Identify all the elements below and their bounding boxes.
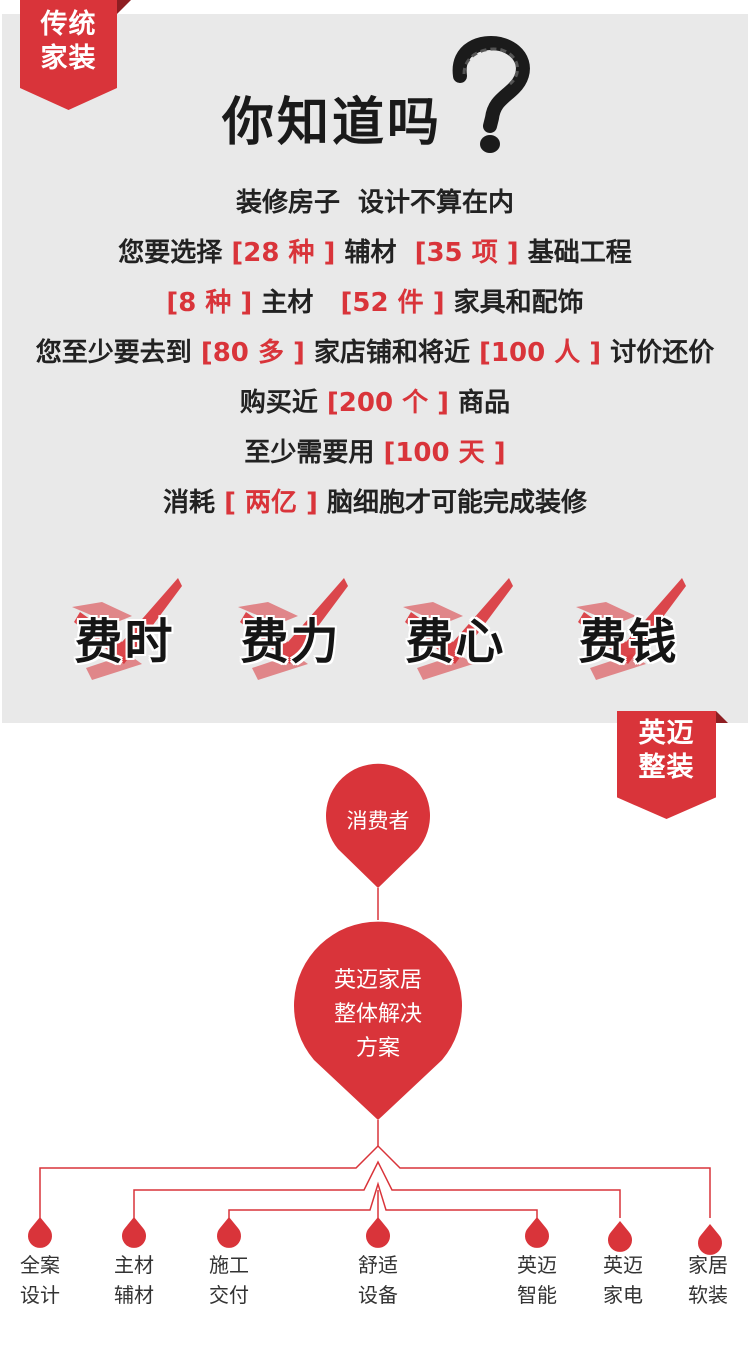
branch-design: 全案 设计 [0, 1250, 80, 1310]
ribbon-fold [716, 711, 728, 723]
stamp-word: 费心 [405, 614, 506, 670]
highlight-count: [100 人 ] [479, 338, 602, 368]
intro-text: 装修房子 设计不算在内 [235, 188, 515, 218]
branch-line: 舒适 [358, 1253, 398, 1277]
stamp-word: 费力 [240, 614, 341, 670]
intro-text: 家具和配饰 [444, 288, 584, 318]
branch-appliances: 英迈 家电 [583, 1250, 663, 1310]
ribbon-line: 英迈 [638, 718, 695, 749]
intro-lines: 装修房子 设计不算在内 您要选择 [28 种 ] 辅材 [35 项 ] 基础工程[… [0, 178, 750, 528]
traditional-ribbon: 传统 家装 [20, 0, 117, 110]
traditional-panel [2, 14, 748, 723]
branch-line: 软装 [688, 1283, 728, 1307]
intro-line: 您要选择 [28 种 ] 辅材 [35 项 ] 基础工程 [0, 228, 750, 278]
branch-line: 设备 [358, 1283, 398, 1307]
ribbon-fold [117, 0, 131, 14]
ribbon-line: 整装 [638, 752, 695, 783]
branch-materials: 主材 辅材 [94, 1250, 174, 1310]
intro-text: 脑细胞才可能完成装修 [317, 488, 587, 518]
drop-icon [365, 1217, 391, 1248]
drop-icon [122, 1217, 146, 1248]
solution-line: 整体解决 [333, 1002, 422, 1027]
drop-icon [697, 1224, 722, 1255]
solution-line: 英迈家居 [333, 968, 422, 993]
highlight-count: [100 天 ] [383, 438, 506, 468]
branch-line: 施工 [209, 1253, 249, 1277]
branch-line: 主材 [114, 1253, 154, 1277]
branch-line: 家电 [603, 1283, 643, 1307]
ribbon-line: 传统 [40, 9, 97, 40]
stamp-effort: 费力 [228, 572, 353, 687]
intro-text: 基础工程 [518, 238, 632, 268]
intro-text: 消耗 [163, 488, 225, 518]
branch-line: 辅材 [114, 1283, 154, 1307]
highlight-count: [8 种 ] [166, 288, 253, 318]
intro-text: 主材 [252, 288, 341, 318]
drop-icon [607, 1221, 632, 1252]
page-title: 你知道吗 [222, 93, 443, 153]
branch-line: 交付 [209, 1283, 249, 1307]
branch-line: 英迈 [603, 1253, 643, 1277]
branch-line: 英迈 [517, 1253, 557, 1277]
intro-line: 您至少要去到 [80 多 ] 家店铺和将近 [100 人 ] 讨价还价 [0, 328, 750, 378]
intro-line: 购买近 [200 个 ] 商品 [0, 378, 750, 428]
intro-text: 家店铺和将近 [304, 338, 479, 368]
intro-line: 装修房子 设计不算在内 [0, 178, 750, 228]
solution-label: 英迈家居 整体解决 方案 [294, 964, 462, 1066]
stamp-word: 费时 [74, 614, 175, 670]
intro-text: 辅材 [335, 238, 415, 268]
intro-text: 您至少要去到 [35, 338, 201, 368]
drop-icon [28, 1217, 52, 1248]
intro-line: 至少需要用 [100 天 ] [0, 428, 750, 478]
drop-icon [216, 1217, 241, 1248]
intro-text: 商品 [449, 388, 511, 418]
consumer-pin: 消费者 [326, 761, 430, 888]
stamp-money: 费钱 [566, 572, 691, 687]
intro-text: 讨价还价 [601, 338, 715, 368]
highlight-count: [52 件 ] [340, 288, 445, 318]
stamp-time: 费时 [62, 572, 187, 687]
highlight-count: [ 两亿 ] [224, 488, 318, 518]
stamp-word: 费钱 [578, 614, 679, 670]
stamp-heart: 费心 [393, 572, 518, 687]
question-mark-icon [442, 36, 534, 160]
highlight-count: [28 种 ] [231, 238, 336, 268]
branch-line: 全案 [20, 1253, 60, 1277]
yingmai-ribbon: 英迈 整装 [617, 711, 716, 819]
solution-line: 方案 [355, 1036, 400, 1061]
branch-equipment: 舒适 设备 [338, 1250, 418, 1310]
branch-construction: 施工 交付 [189, 1250, 269, 1310]
drop-icon [524, 1217, 549, 1248]
consumer-label: 消费者 [346, 809, 410, 833]
intro-text: 购买近 [239, 388, 327, 418]
branch-line: 设计 [20, 1283, 60, 1307]
intro-text: 您要选择 [118, 238, 232, 268]
highlight-count: [35 项 ] [414, 238, 519, 268]
solution-pin: 英迈家居 整体解决 方案 [294, 918, 462, 1120]
branch-smart: 英迈 智能 [497, 1250, 577, 1310]
highlight-count: [200 个 ] [326, 388, 450, 418]
branch-line: 智能 [517, 1283, 557, 1307]
branch-furnishing: 家居 软装 [668, 1250, 748, 1310]
ribbon-line: 家装 [40, 43, 97, 74]
branch-line: 家居 [688, 1253, 728, 1277]
intro-line: [8 种 ] 主材 [52 件 ] 家具和配饰 [0, 278, 750, 328]
intro-line: 消耗 [ 两亿 ] 脑细胞才可能完成装修 [0, 478, 750, 528]
highlight-count: [80 多 ] [200, 338, 305, 368]
intro-text: 至少需要用 [244, 438, 384, 468]
